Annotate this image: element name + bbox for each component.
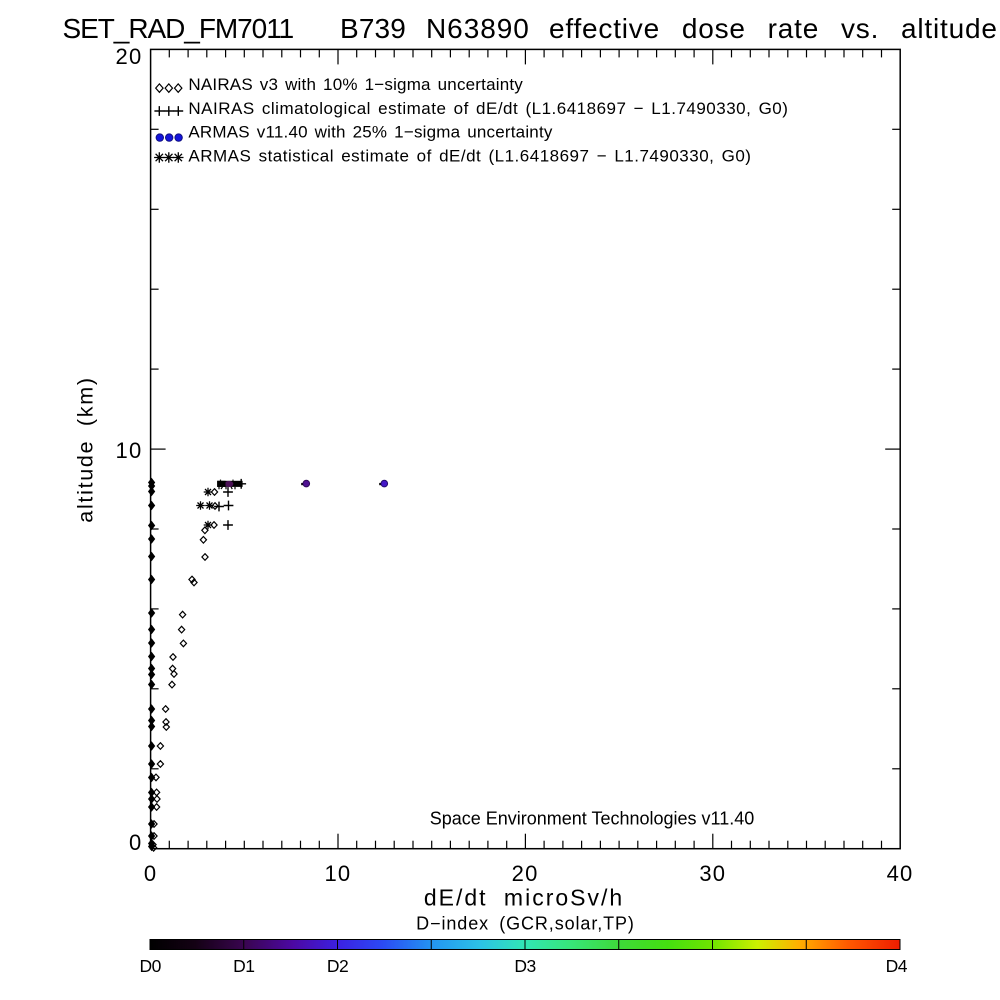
svg-text:D4: D4 (886, 956, 908, 976)
svg-text:SET_RAD_FM7011: SET_RAD_FM7011 (63, 13, 294, 44)
svg-text:N63890: N63890 (426, 13, 530, 44)
svg-text:effective dose rate vs. altitu: effective dose rate vs. altitude (549, 13, 998, 44)
svg-text:altitude (km): altitude (km) (74, 376, 98, 522)
svg-text:10: 10 (324, 861, 351, 886)
svg-text:ARMAS statistical estimate of: ARMAS statistical estimate of dE/dt (L1.… (188, 146, 751, 165)
svg-text:D3: D3 (514, 956, 535, 976)
svg-text:dE/dt microSv/h: dE/dt microSv/h (424, 885, 624, 911)
svg-text:D2: D2 (327, 956, 348, 976)
svg-text:Space Environment Technologies: Space Environment Technologies v11.40 (430, 809, 755, 829)
svg-text:10: 10 (116, 438, 143, 463)
svg-text:20: 20 (116, 44, 143, 69)
svg-text:D0: D0 (140, 956, 162, 976)
svg-text:D1: D1 (233, 956, 254, 976)
svg-text:0: 0 (129, 830, 142, 855)
svg-text:D−index (GCR,solar,TP): D−index (GCR,solar,TP) (416, 914, 635, 934)
svg-text:20: 20 (512, 861, 539, 886)
svg-text:ARMAS v11.40 with 25% 1−sigma: ARMAS v11.40 with 25% 1−sigma uncertaint… (188, 123, 552, 142)
svg-text:30: 30 (699, 861, 726, 886)
svg-text:0: 0 (144, 861, 157, 886)
svg-text:NAIRAS v3 with 10% 1−sigma unc: NAIRAS v3 with 10% 1−sigma uncertainty (188, 75, 523, 94)
svg-text:B739: B739 (340, 13, 406, 44)
svg-text:NAIRAS climatological estimate: NAIRAS climatological estimate of dE/dt … (188, 99, 788, 118)
svg-text:40: 40 (887, 861, 914, 886)
